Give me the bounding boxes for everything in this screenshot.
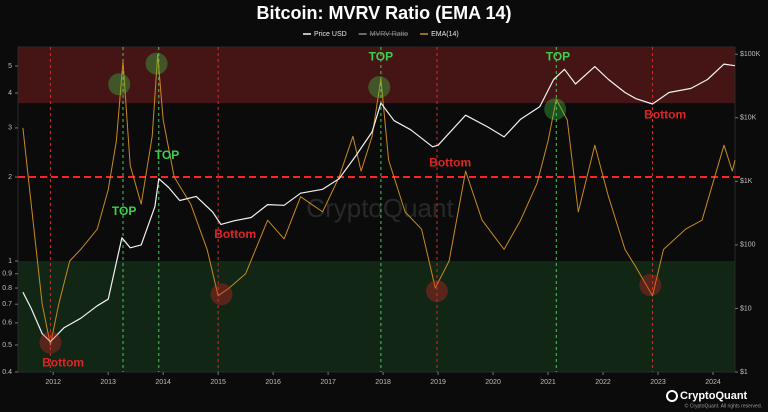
y-tick-label: 0.5 bbox=[2, 342, 12, 349]
legend-label: Price USD bbox=[314, 31, 347, 38]
y-tick-label: 3 bbox=[8, 125, 12, 132]
highlight-circle bbox=[368, 76, 391, 99]
annotation: Bottom bbox=[644, 107, 686, 121]
x-tick-label: 2014 bbox=[155, 379, 171, 386]
y2-tick-label: $10 bbox=[740, 305, 752, 312]
x-tick-label: 2023 bbox=[650, 379, 666, 386]
y2-tick-label: $10K bbox=[740, 115, 757, 122]
highlight-circle bbox=[639, 274, 662, 297]
plot-frame bbox=[17, 46, 736, 373]
y-tick-label: 0.7 bbox=[2, 301, 12, 308]
zone bbox=[18, 47, 735, 104]
annotation: Bottom bbox=[214, 227, 256, 241]
y-tick-label: 1 bbox=[8, 258, 12, 265]
highlight-circle bbox=[108, 73, 131, 96]
annotation: TOP bbox=[546, 49, 570, 63]
watermark: CryptoQuant bbox=[306, 193, 454, 223]
legend-label: EMA(14) bbox=[431, 31, 459, 38]
x-tick-label: 2020 bbox=[485, 379, 501, 386]
annotation: TOP bbox=[112, 204, 136, 218]
annotation: TOP bbox=[369, 49, 393, 63]
y-tick-label: 4 bbox=[8, 90, 12, 97]
annotation: Bottom bbox=[429, 155, 471, 169]
x-tick-label: 2013 bbox=[100, 379, 116, 386]
x-tick-label: 2015 bbox=[210, 379, 226, 386]
zone bbox=[18, 260, 735, 372]
annotation: TOP bbox=[155, 148, 179, 162]
x-tick-label: 2018 bbox=[375, 379, 391, 386]
highlight-circle bbox=[210, 283, 233, 306]
copyright: © CryptoQuant. All rights reserved. bbox=[685, 402, 762, 409]
y2-tick-label: $1K bbox=[740, 178, 753, 185]
x-tick-label: 2021 bbox=[540, 379, 556, 386]
y-tick-label: 0.6 bbox=[2, 320, 12, 327]
brand-logo bbox=[666, 390, 678, 402]
series-line bbox=[22, 63, 736, 343]
x-tick-label: 2022 bbox=[595, 379, 611, 386]
highlight-circle bbox=[39, 331, 62, 354]
chart-title: Bitcoin: MVRV Ratio (EMA 14) bbox=[256, 3, 511, 23]
highlight-circle bbox=[544, 98, 567, 121]
x-tick-label: 2024 bbox=[705, 379, 721, 386]
brand-name: CryptoQuant bbox=[680, 390, 748, 402]
y2-tick-label: $100 bbox=[740, 242, 756, 249]
x-tick-label: 2019 bbox=[430, 379, 446, 386]
legend: Price USD MVRV Ratio EMA(14) bbox=[303, 31, 459, 38]
annotation: Bottom bbox=[42, 355, 84, 369]
highlight-circle bbox=[145, 52, 168, 75]
y2-tick-label: $1 bbox=[740, 369, 748, 376]
y-tick-label: 0.4 bbox=[2, 369, 12, 376]
x-tick-label: 2016 bbox=[265, 379, 281, 386]
x-tick-label: 2017 bbox=[320, 379, 336, 386]
y2-tick-label: $100K bbox=[740, 51, 761, 58]
highlight-circle bbox=[425, 280, 448, 303]
x-tick-label: 2012 bbox=[45, 379, 61, 386]
y-tick-label: 0.9 bbox=[2, 271, 12, 278]
y-tick-label: 0.8 bbox=[2, 285, 12, 292]
y-tick-label: 2 bbox=[8, 174, 12, 181]
y-tick-label: 5 bbox=[8, 63, 12, 70]
